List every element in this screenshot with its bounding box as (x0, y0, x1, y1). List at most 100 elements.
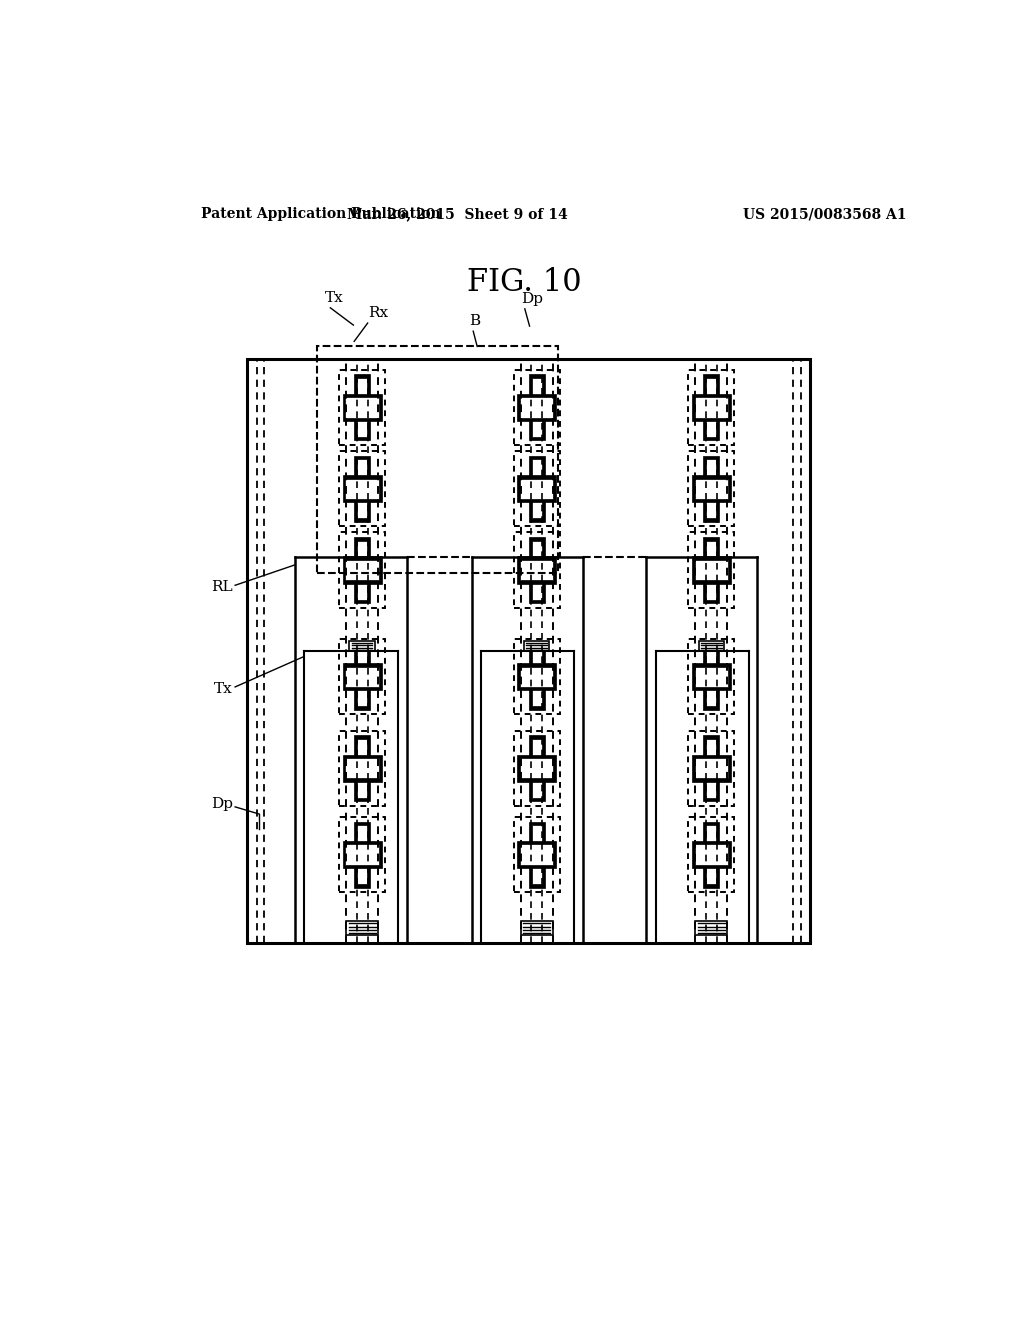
Bar (692, 755, 731, 781)
Bar (339, 370, 385, 445)
Text: Mar. 26, 2015  Sheet 9 of 14: Mar. 26, 2015 Sheet 9 of 14 (347, 207, 567, 222)
Text: Tx: Tx (214, 682, 232, 696)
Bar (520, 845, 553, 865)
Bar (357, 825, 368, 884)
Bar (343, 755, 382, 781)
Bar (357, 378, 368, 437)
Bar (339, 639, 385, 714)
Bar (357, 541, 368, 599)
Bar (528, 455, 545, 521)
Bar (524, 642, 550, 651)
Bar (698, 642, 724, 651)
Bar (531, 541, 542, 599)
Bar (514, 451, 560, 527)
Bar (354, 821, 370, 887)
Bar (354, 644, 370, 710)
Bar (517, 475, 556, 503)
Bar (707, 459, 717, 519)
Text: Patent Application Publication: Patent Application Publication (201, 207, 440, 222)
Bar (520, 397, 553, 417)
Bar (514, 731, 560, 805)
Bar (531, 825, 542, 884)
Bar (528, 644, 545, 710)
Bar (343, 393, 382, 421)
Bar (339, 817, 385, 892)
Bar (707, 378, 717, 437)
Bar (528, 537, 545, 603)
Bar (517, 556, 556, 583)
Bar (247, 359, 811, 942)
Bar (694, 397, 728, 417)
Bar (692, 841, 731, 869)
Bar (517, 755, 556, 781)
Bar (692, 663, 731, 690)
Bar (346, 921, 378, 935)
Bar (354, 537, 370, 603)
Bar (688, 731, 734, 805)
Text: FIG. 10: FIG. 10 (468, 267, 582, 298)
Bar (707, 825, 717, 884)
Bar (528, 735, 545, 801)
Bar (345, 845, 379, 865)
Bar (345, 479, 379, 499)
Bar (688, 451, 734, 527)
Bar (707, 647, 717, 706)
Bar (688, 532, 734, 607)
Bar (531, 647, 542, 706)
Bar (316, 346, 558, 573)
Bar (343, 475, 382, 503)
Bar (345, 560, 379, 581)
Bar (703, 537, 719, 603)
Bar (703, 644, 719, 710)
Bar (531, 378, 542, 437)
Bar (531, 459, 542, 519)
Bar (703, 821, 719, 887)
Bar (339, 731, 385, 805)
Bar (339, 532, 385, 607)
Bar (514, 817, 560, 892)
Bar (514, 370, 560, 445)
Bar (357, 739, 368, 797)
Bar (517, 663, 556, 690)
Bar (520, 479, 553, 499)
Bar (694, 479, 728, 499)
Bar (354, 455, 370, 521)
Bar (345, 758, 379, 779)
Text: B: B (469, 314, 480, 329)
Bar (707, 541, 717, 599)
Bar (520, 758, 553, 779)
Bar (528, 821, 545, 887)
Bar (692, 393, 731, 421)
Bar (692, 475, 731, 503)
Text: US 2015/0083568 A1: US 2015/0083568 A1 (743, 207, 906, 222)
Bar (695, 921, 727, 935)
Bar (707, 739, 717, 797)
Bar (517, 841, 556, 869)
Text: Dp: Dp (211, 797, 232, 810)
Bar (354, 375, 370, 441)
Bar (345, 667, 379, 686)
Bar (703, 375, 719, 441)
Bar (521, 921, 553, 935)
Bar (520, 667, 553, 686)
Bar (357, 459, 368, 519)
Bar (694, 845, 728, 865)
Bar (517, 393, 556, 421)
Bar (514, 532, 560, 607)
Bar (688, 639, 734, 714)
Bar (345, 397, 379, 417)
Bar (357, 647, 368, 706)
Bar (703, 455, 719, 521)
Text: RL: RL (211, 581, 232, 594)
Bar (528, 375, 545, 441)
Bar (343, 663, 382, 690)
Bar (349, 642, 375, 651)
Bar (339, 451, 385, 527)
Bar (694, 560, 728, 581)
Bar (694, 667, 728, 686)
Text: Rx: Rx (368, 306, 388, 319)
Bar (520, 560, 553, 581)
Text: Tx: Tx (325, 290, 344, 305)
Bar (343, 841, 382, 869)
Text: Dp: Dp (521, 292, 543, 306)
